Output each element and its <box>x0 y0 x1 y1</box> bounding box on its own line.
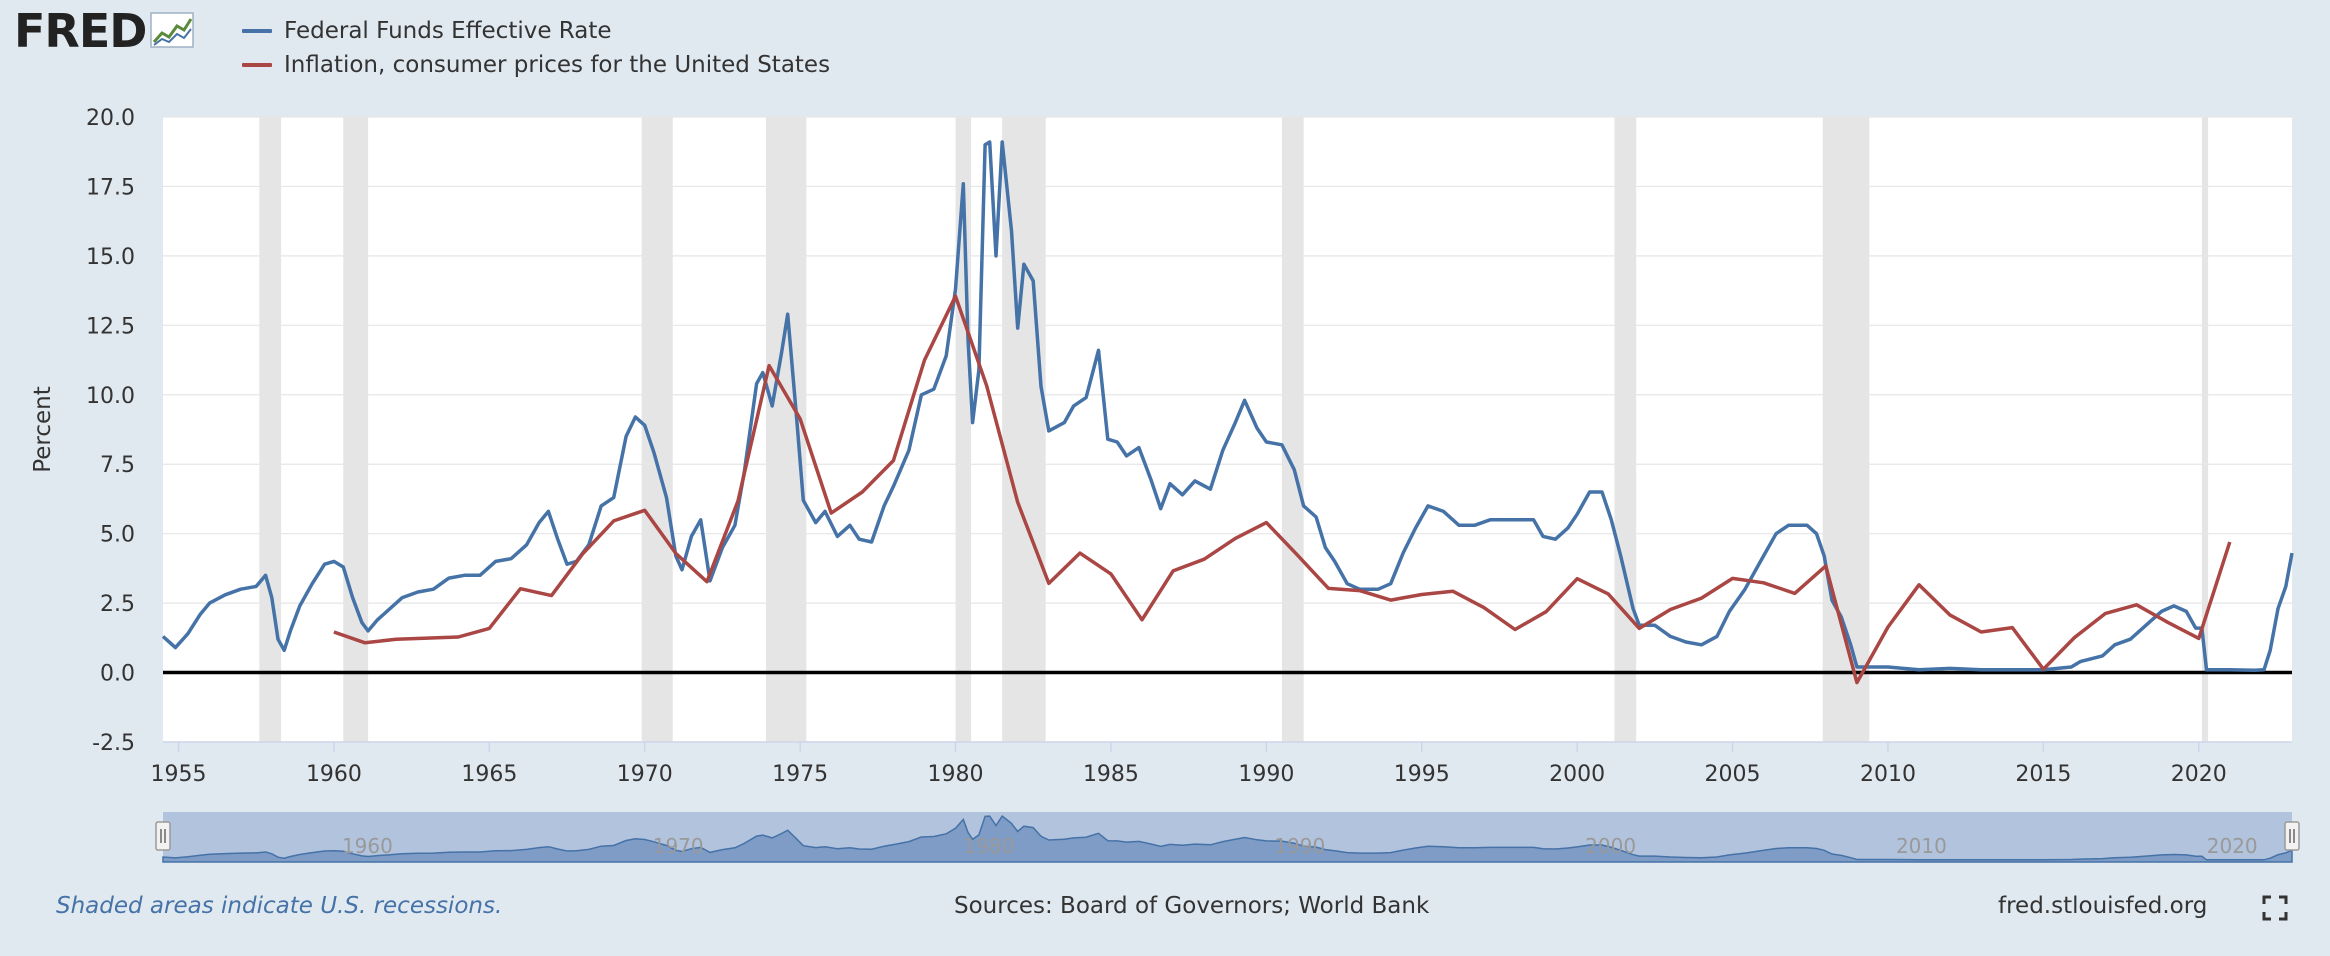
x-tick-label: 2010 <box>1860 762 1916 787</box>
x-tick-label: 2020 <box>2171 762 2227 787</box>
recession-note: Shaded areas indicate U.S. recessions. <box>56 893 503 919</box>
legend-swatch-fedfunds <box>242 29 272 33</box>
legend-item-inflation[interactable]: Inflation, consumer prices for the Unite… <box>242 48 830 82</box>
chart-legend: Federal Funds Effective Rate Inflation, … <box>242 14 830 82</box>
navigator-handle-body <box>155 821 171 851</box>
x-tick-label: 2000 <box>1549 762 1605 787</box>
recession-band <box>259 117 282 742</box>
y-axis-label: Percent <box>30 386 56 473</box>
x-tick-label: 1990 <box>1238 762 1294 787</box>
x-tick-label: 2015 <box>2015 762 2071 787</box>
plot-area <box>163 117 2292 742</box>
x-tick-label: 1955 <box>151 762 207 787</box>
legend-label-inflation: Inflation, consumer prices for the Unite… <box>284 52 831 78</box>
x-tick-label: 1995 <box>1394 762 1450 787</box>
x-tick-label: 1985 <box>1083 762 1139 787</box>
navigator-area <box>162 815 2293 863</box>
y-tick-label: 10.0 <box>86 384 135 409</box>
navigator-tick-label: 2000 <box>1585 834 1636 858</box>
navigator-handle-body <box>2284 821 2300 851</box>
y-tick-label: 20.0 <box>86 106 135 131</box>
legend-swatch-inflation <box>242 63 272 67</box>
navigator-tick-label: 1960 <box>342 834 393 858</box>
y-tick-label: 12.5 <box>86 314 135 339</box>
recession-band <box>1614 117 1637 742</box>
legend-item-fedfunds[interactable]: Federal Funds Effective Rate <box>242 14 830 48</box>
recession-band <box>1281 117 1304 742</box>
navigator-tick-label: 2010 <box>1896 834 1947 858</box>
y-tick-label: 7.5 <box>100 453 135 478</box>
recession-band <box>2201 117 2209 742</box>
site-link[interactable]: fred.stlouisfed.org <box>1998 893 2208 919</box>
sources-text: Sources: Board of Governors; World Bank <box>954 893 1430 919</box>
fullscreen-icon[interactable] <box>2262 895 2288 921</box>
navigator-tick-label: 1970 <box>653 834 704 858</box>
y-tick-label: 2.5 <box>100 592 135 617</box>
navigator-handle-left[interactable] <box>155 821 171 851</box>
line-chart: 20.0 17.5 15.0 12.5 10.0 7.5 5.0 2.5 0.0 -2.5 1955… <box>30 106 2300 863</box>
navigator-tick-label: 2020 <box>2207 834 2258 858</box>
y-tick-label: -2.5 <box>92 731 135 756</box>
x-tick-label: 1965 <box>461 762 517 787</box>
line-chart-icon <box>150 12 195 48</box>
navigator-tick-label: 1980 <box>964 834 1015 858</box>
series-line-fedfunds <box>161 140 2294 673</box>
x-tick-label: 1980 <box>928 762 984 787</box>
logo-text: FRED <box>14 4 147 58</box>
series-line-inflation <box>333 294 2232 685</box>
legend-label-fedfunds: Federal Funds Effective Rate <box>284 18 612 44</box>
recession-band <box>343 117 369 742</box>
y-tick-label: 5.0 <box>100 523 135 548</box>
y-tick-label: 15.0 <box>86 245 135 270</box>
x-tick-label: 1970 <box>617 762 673 787</box>
x-tick-label: 2005 <box>1705 762 1761 787</box>
x-tick-label: 1960 <box>306 762 362 787</box>
navigator-tick-label: 1990 <box>1274 834 1325 858</box>
recession-band <box>765 117 807 742</box>
navigator-handle-right[interactable] <box>2284 821 2300 851</box>
y-tick-label: 17.5 <box>86 175 135 200</box>
y-tick-label: 0.0 <box>100 662 135 687</box>
fred-logo[interactable]: FRED <box>14 6 196 56</box>
x-tick-label: 1975 <box>772 762 828 787</box>
